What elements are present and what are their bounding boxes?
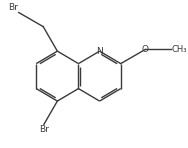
Text: Br: Br: [39, 125, 49, 134]
Text: N: N: [96, 47, 103, 56]
Text: CH₃: CH₃: [171, 45, 187, 54]
Text: O: O: [142, 45, 149, 54]
Text: Br: Br: [8, 3, 18, 12]
